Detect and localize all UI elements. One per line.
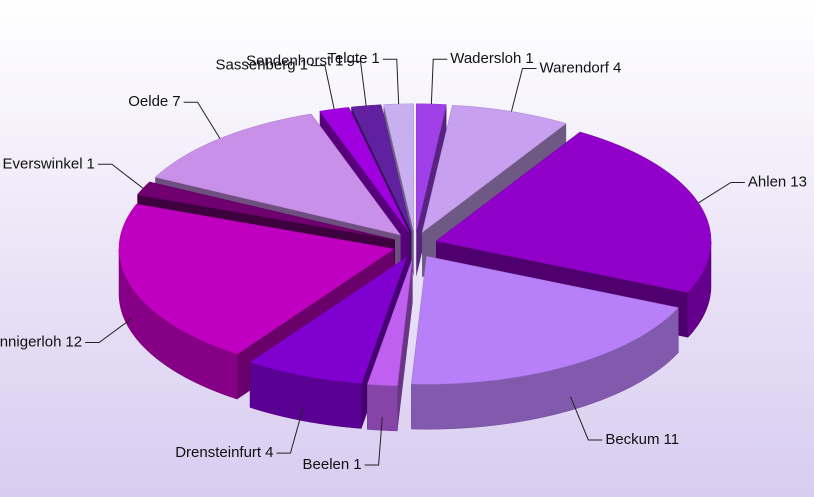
label-value: 1	[353, 456, 361, 473]
leader-line	[382, 58, 400, 105]
leader-line	[310, 65, 335, 110]
label-value: 7	[172, 93, 180, 110]
data-label: Wadersloh 1	[450, 50, 533, 67]
label-value: 11	[664, 431, 680, 448]
leader-line	[183, 101, 221, 139]
label-category: Telgte	[327, 50, 367, 67]
label-value: 4	[265, 444, 273, 461]
leader-line	[430, 58, 448, 105]
slice	[350, 104, 412, 233]
data-label: Beckum 11	[605, 431, 679, 448]
slice	[415, 103, 447, 232]
label-category: Wadersloh	[450, 50, 521, 67]
label-value: 1	[335, 52, 343, 69]
slice	[421, 105, 567, 234]
label-value: 1	[87, 155, 95, 172]
slice	[366, 258, 413, 387]
data-label: Oelde 7	[128, 93, 180, 110]
label-category: Everswinkel	[3, 155, 83, 172]
label-category: Drensteinfurt	[175, 444, 262, 461]
data-label: Beelen 1	[303, 456, 362, 473]
slice	[154, 113, 402, 236]
data-label: Ahlen 13	[748, 173, 807, 190]
leader-line	[510, 67, 537, 112]
data-label: Everswinkel 1	[3, 155, 95, 172]
data-label: Drensteinfurt 4	[175, 444, 273, 461]
slice	[319, 107, 410, 233]
label-category: Beckum	[605, 431, 659, 448]
label-category: Oelde	[128, 93, 168, 110]
slice	[411, 255, 679, 430]
label-value: 12	[65, 334, 82, 351]
data-label: Telgte 1	[327, 50, 379, 67]
label-value: 1	[371, 50, 379, 67]
slice	[249, 256, 408, 384]
label-value: 1	[300, 57, 308, 74]
label-category: Sassenberg	[216, 57, 296, 74]
leader-line	[698, 181, 745, 204]
slice	[383, 103, 415, 232]
leader-line	[346, 60, 367, 106]
data-label: Warendorf 4	[539, 59, 621, 76]
label-value: 1	[525, 50, 533, 67]
leader-line	[97, 163, 144, 189]
slice-wall	[367, 384, 398, 432]
slice	[118, 203, 395, 355]
data-label: Sassenberg 1	[216, 57, 308, 74]
slice	[366, 258, 413, 432]
slice	[136, 181, 395, 240]
slice	[435, 131, 712, 293]
leader-line	[570, 396, 603, 441]
label-category: Beelen	[303, 456, 350, 473]
label-category: Sendenhorst	[246, 52, 332, 69]
leader-line	[364, 416, 383, 466]
label-value: 4	[613, 59, 621, 76]
label-value: 13	[790, 173, 807, 190]
slice	[411, 255, 679, 385]
label-category: Ennigerloh	[0, 334, 61, 351]
leader-line	[276, 407, 304, 454]
data-label: Ennigerloh12	[0, 334, 82, 351]
label-category: Ahlen	[748, 173, 786, 190]
leader-line	[85, 318, 132, 344]
label-category: Warendorf	[539, 59, 609, 76]
data-label: Sendenhorst 1	[246, 52, 343, 69]
